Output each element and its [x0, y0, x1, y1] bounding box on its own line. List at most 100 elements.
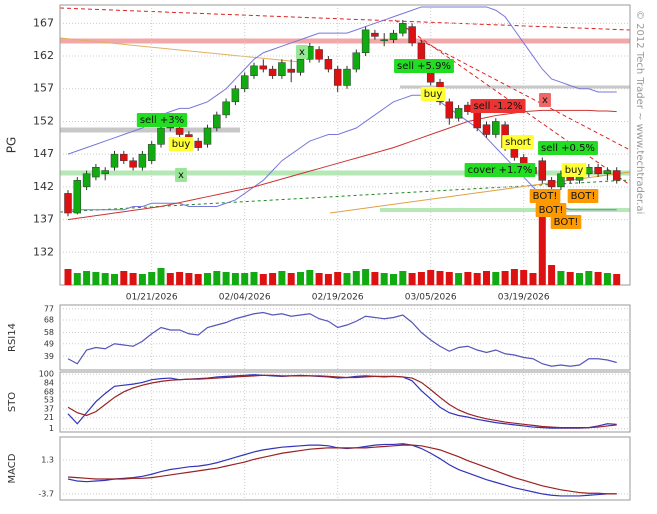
y-tick-label: 53: [44, 396, 54, 405]
trend-line: [59, 7, 631, 31]
volume-bar: [120, 271, 128, 285]
y-tick-label: -3.7: [38, 489, 54, 498]
annotation-box: [535, 203, 567, 217]
y-tick-label: 77: [44, 304, 54, 313]
volume-bar: [166, 273, 174, 285]
candle-body: [231, 88, 240, 103]
candle-body: [482, 124, 491, 135]
candle-body: [138, 153, 147, 168]
trend-line: [59, 37, 301, 63]
y-tick-label: 68: [44, 316, 54, 325]
volume-bar: [324, 274, 332, 285]
volume-bar: [557, 271, 565, 285]
annotation-box: [561, 163, 587, 177]
candle-body: [240, 75, 249, 89]
volume-bar: [297, 272, 304, 285]
candle-body: [594, 166, 602, 175]
annotation-box: [470, 99, 526, 113]
candle-body: [380, 39, 388, 41]
volume-bar: [343, 273, 351, 285]
annotation-box: [296, 45, 308, 59]
volume-bar: [204, 273, 211, 285]
volume-bar: [222, 272, 230, 285]
volume-bar: [334, 272, 342, 285]
candle-body: [157, 127, 165, 145]
annotation: x: [539, 93, 551, 107]
annotation-text: buy: [172, 139, 191, 150]
annotation-text: short: [505, 137, 531, 148]
candle-body: [129, 160, 137, 168]
y-tick-label: 1: [49, 424, 54, 433]
annotation-text: BOT!: [539, 205, 564, 216]
indicator-line: [67, 444, 617, 495]
volume-bar: [362, 269, 370, 285]
volume-bar: [250, 272, 258, 285]
annotation: buy: [561, 163, 587, 177]
volume-bar: [157, 268, 165, 285]
annotation-text: x: [299, 47, 305, 58]
annotation-text: sell +0.5%: [541, 143, 595, 154]
panel-frame: [59, 436, 631, 501]
candle-body: [324, 59, 333, 70]
volume-bar: [501, 271, 509, 285]
volume-bar: [408, 273, 416, 285]
annotation-text: BOT!: [554, 217, 579, 228]
annotation-text: BOT!: [533, 191, 558, 202]
candle-body: [352, 52, 361, 70]
annotation-box: [529, 189, 561, 203]
panel-frame: [59, 371, 631, 433]
volume-bar: [371, 272, 379, 285]
volume-bar: [129, 273, 137, 285]
volume-bar: [259, 274, 267, 285]
volume-bar: [231, 273, 239, 285]
candle-body: [278, 62, 286, 76]
annotation-box: [539, 93, 551, 107]
volume-bar: [213, 271, 221, 285]
y-axis-label: RSI14: [7, 323, 18, 352]
candle-body: [389, 32, 398, 40]
volume-bar: [566, 272, 574, 285]
annotation-box: [175, 168, 187, 182]
volume-bar: [111, 274, 118, 285]
candle-body: [492, 121, 500, 135]
volume-bar: [138, 274, 146, 285]
y-tick-label: 137: [33, 213, 54, 226]
volume-bar: [306, 270, 314, 285]
annotation-box: [502, 135, 534, 149]
volume-bar: [380, 273, 388, 285]
annotation-text: buy: [424, 89, 443, 100]
candle-body: [203, 127, 212, 145]
volume-bar: [390, 274, 397, 285]
volume-bar: [399, 271, 407, 285]
candle-body: [399, 23, 407, 34]
candle-body: [315, 49, 323, 60]
volume-bar: [510, 269, 518, 285]
candle-body: [222, 101, 230, 116]
candle-body: [147, 144, 156, 161]
volume-bar: [73, 273, 81, 285]
y-axis-label: STO: [7, 392, 18, 412]
volume-bar: [417, 272, 425, 285]
x-tick-label: 03/05/2026: [405, 293, 457, 303]
volume-bar: [92, 272, 100, 285]
annotation-text: cover +1.7%: [468, 165, 533, 176]
y-tick-label: 68: [44, 387, 54, 396]
y-tick-label: 39: [44, 352, 54, 361]
candle-body: [296, 59, 305, 73]
volume-bar: [548, 265, 556, 285]
y-tick-label: 37: [44, 404, 54, 413]
x-tick-label: 03/19/2026: [498, 293, 550, 303]
candle-body: [445, 101, 454, 119]
indicator-line: [67, 374, 617, 429]
annotation: x: [296, 45, 308, 59]
annotation-box: [538, 141, 598, 155]
candle-body: [510, 147, 519, 158]
annotation-text: sell +5.9%: [397, 61, 451, 72]
annotation-box: [464, 163, 536, 177]
x-tick-label: 02/04/2026: [219, 293, 271, 303]
annotation: sell +0.5%: [538, 141, 598, 155]
annotation-text: BOT!: [571, 191, 596, 202]
candle-body: [343, 68, 351, 86]
y-tick-label: 84: [44, 379, 54, 388]
